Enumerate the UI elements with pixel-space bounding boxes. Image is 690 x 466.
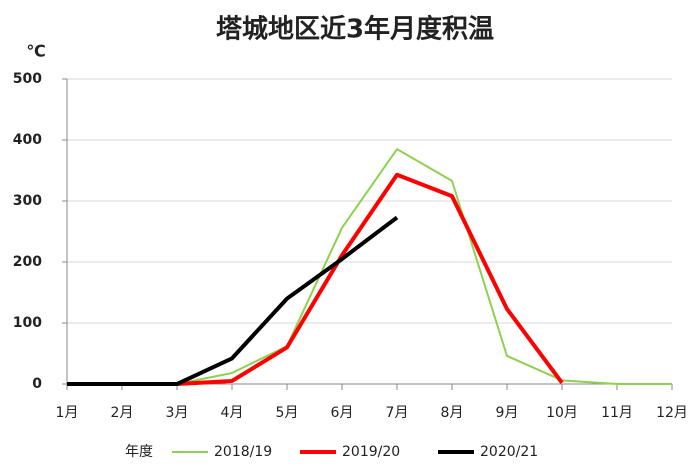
x-tick-label: 9月 <box>496 405 519 421</box>
x-tick-label: 1月 <box>56 405 79 421</box>
y-tick-label: 100 <box>13 315 42 331</box>
series-line <box>67 148 672 385</box>
y-tick-label: 200 <box>13 254 42 270</box>
x-tick-label: 12月 <box>656 405 688 421</box>
chart-title: 塔城地区近3年月度积温 <box>216 14 494 45</box>
legend-label: 2020/21 <box>480 444 538 460</box>
x-tick-label: 6月 <box>331 405 354 421</box>
x-tick-label: 10月 <box>546 405 578 421</box>
y-unit: ℃ <box>26 42 45 61</box>
y-tick-label: 300 <box>13 193 42 209</box>
y-tick-label: 400 <box>13 132 42 148</box>
y-tick-label: 0 <box>32 376 42 392</box>
legend-title: 年度 <box>125 444 153 460</box>
x-tick-label: 2月 <box>111 405 134 421</box>
legend-label: 2018/19 <box>214 444 272 460</box>
legend-label: 2019/20 <box>342 444 400 460</box>
x-tick-label: 11月 <box>601 405 633 421</box>
y-tick-label: 500 <box>13 71 42 87</box>
x-tick-label: 8月 <box>441 405 464 421</box>
x-tick-label: 3月 <box>166 405 189 421</box>
series-line <box>67 215 399 386</box>
x-tick-label: 7月 <box>386 405 409 421</box>
x-tick-label: 4月 <box>221 405 244 421</box>
x-tick-label: 5月 <box>276 405 299 421</box>
